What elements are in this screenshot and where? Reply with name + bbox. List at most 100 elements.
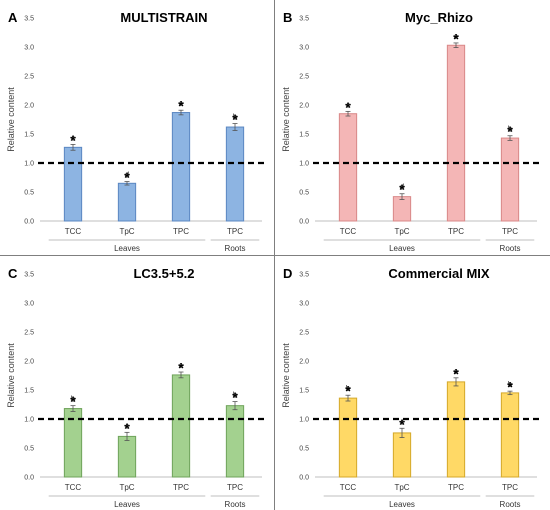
significance-letter: d [400,183,404,192]
y-tick-label: 2.5 [24,74,34,81]
significance-star: * [453,366,459,383]
y-tick-label: 2.5 [24,330,34,337]
significance-star: * [345,383,351,400]
significance-letter: a [179,361,184,370]
y-axis-label: Relative content [281,87,291,152]
x-tick-label: TPC [173,483,189,492]
y-tick-label: 0.5 [24,190,34,197]
bar [500,137,520,222]
y-tick-label: 2.0 [299,359,309,366]
y-tick-label: 2.0 [24,359,34,366]
significance-star: * [232,390,238,407]
chart-title: Commercial MIX [388,266,489,281]
group-label: Leaves [389,244,415,253]
y-tick-label: 2.0 [24,103,34,110]
y-tick-label: 1.5 [299,132,309,139]
panel-letter: B [283,10,292,25]
significance-letter: b [346,384,351,393]
bar [500,392,520,478]
bar [117,435,137,478]
x-tick-label: TPC [227,483,243,492]
y-tick-label: 0.0 [299,475,309,482]
group-label: Leaves [389,500,415,509]
significance-letter: c [400,417,404,426]
y-tick-label: 3.0 [299,45,309,52]
significance-letter: d [125,171,129,180]
bar [225,126,245,222]
bar [171,112,191,222]
bar [392,432,412,478]
significance-letter: a [454,367,459,376]
chart-panel-b: B Myc_Rhizo 0.0 0.5 1.0 1.5 2.0 2.5 3.0 3.5 Relati… [281,10,541,253]
group-label: Leaves [114,500,140,509]
y-tick-label: 1.0 [24,161,34,168]
bar [117,182,137,222]
y-axis-label: Relative content [281,343,291,408]
significance-star: * [70,394,76,411]
x-tick-label: TpC [394,483,409,492]
significance-star: * [507,124,513,141]
y-tick-label: 1.5 [24,132,34,139]
y-tick-label: 3.5 [299,16,309,23]
y-tick-label: 0.5 [299,446,309,453]
chart-title: LC3.5+5.2 [133,266,194,281]
x-tick-label: TPC [448,227,464,236]
chart-panel-d: D Commercial MIX 0.0 0.5 1.0 1.5 2.0 2.5 3.0 3.5 R… [281,266,541,509]
significance-letter: b [508,125,513,134]
significance-star: * [232,112,238,129]
significance-star: * [399,182,405,199]
significance-star: * [70,132,76,149]
x-tick-label: TpC [394,227,409,236]
chart-title: Myc_Rhizo [405,10,473,25]
significance-letter: c [346,100,350,109]
significance-star: * [345,99,351,116]
y-tick-label: 0.0 [299,219,309,226]
y-tick-label: 0.5 [299,190,309,197]
bar [392,196,412,222]
x-tick-label: TCC [65,483,82,492]
x-tick-label: TCC [65,227,82,236]
bar [446,381,466,478]
y-tick-label: 1.0 [299,161,309,168]
y-tick-label: 3.5 [299,272,309,279]
y-tick-label: 3.0 [24,45,34,52]
chart-title: MULTISTRAIN [120,10,207,25]
y-tick-label: 2.0 [299,103,309,110]
y-tick-label: 2.5 [299,330,309,337]
chart-panel-a: A MULTISTRAIN 0.0 0.5 1.0 1.5 2.0 2.5 3.0 3.5 Rela… [6,10,266,253]
y-tick-label: 1.0 [24,417,34,424]
x-tick-label: TPC [502,483,518,492]
significance-letter: b [233,391,238,400]
significance-letter: a [454,32,459,41]
significance-letter: b [508,380,513,389]
significance-star: * [124,420,130,437]
panel-letter: C [8,266,18,281]
group-label: Roots [225,244,246,253]
significance-letter: a [179,99,184,108]
y-tick-label: 3.5 [24,272,34,279]
significance-letter: b [71,395,76,404]
x-tick-label: TCC [340,227,357,236]
significance-star: * [124,170,130,187]
significance-star: * [178,98,184,115]
y-axis-label: Relative content [6,87,16,152]
bar [446,44,466,222]
x-tick-label: TpC [119,483,134,492]
group-label: Roots [500,244,521,253]
y-tick-label: 1.5 [299,388,309,395]
significance-star: * [453,31,459,48]
significance-star: * [399,416,405,433]
x-tick-label: TPC [502,227,518,236]
x-tick-label: TpC [119,227,134,236]
bar [225,405,245,478]
y-tick-label: 1.0 [299,417,309,424]
chart-panel-c: C LC3.5+5.2 0.0 0.5 1.0 1.5 2.0 2.5 3.0 3.5 Relati… [6,266,266,509]
significance-letter: c [71,133,75,142]
group-label: Roots [225,500,246,509]
group-label: Leaves [114,244,140,253]
y-tick-label: 0.5 [24,446,34,453]
group-label: Roots [500,500,521,509]
x-tick-label: TPC [227,227,243,236]
y-tick-label: 3.0 [24,301,34,308]
